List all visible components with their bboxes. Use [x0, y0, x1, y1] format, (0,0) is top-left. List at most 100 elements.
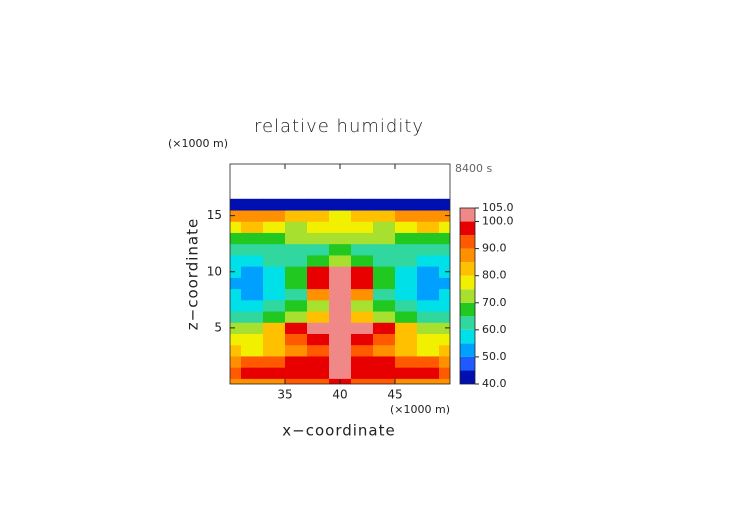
- contour-cell: [417, 333, 440, 346]
- contour-cell: [230, 344, 242, 357]
- contour-cell: [329, 277, 352, 290]
- colorbar-band: [460, 208, 475, 222]
- contour-cell: [373, 311, 396, 323]
- contour-cell: [395, 254, 418, 267]
- contour-cell: [373, 266, 396, 278]
- contour-cell: [373, 210, 396, 222]
- contour-cell: [285, 378, 308, 384]
- contour-cell: [285, 198, 308, 211]
- contour-cell: [395, 311, 418, 323]
- contour-cell: [351, 232, 374, 245]
- contour-cell: [329, 344, 352, 357]
- contour-cell: [439, 322, 450, 334]
- contour-cell: [395, 266, 418, 278]
- colorbar-tick-label: 50.0: [482, 350, 507, 363]
- contour-cell: [417, 288, 440, 301]
- contour-cell: [307, 299, 330, 312]
- contour-cell: [351, 367, 374, 379]
- contour-cell: [241, 299, 264, 312]
- y-unit: (×1000 m): [168, 137, 228, 150]
- contour-cell: [351, 243, 374, 256]
- contour-cell: [439, 378, 450, 384]
- contour-cell: [230, 355, 242, 368]
- contour-cell: [230, 210, 242, 222]
- contour-cell: [395, 344, 418, 357]
- contour-cell: [307, 311, 330, 323]
- contour-cell: [373, 344, 396, 357]
- contour-cell: [417, 277, 440, 290]
- contour-cell: [285, 288, 308, 301]
- contour-cell: [230, 243, 242, 256]
- contour-cell: [373, 254, 396, 267]
- contour-cell: [307, 277, 330, 290]
- colorbar-band: [460, 343, 475, 357]
- contour-cell: [373, 367, 396, 379]
- contour-cell: [241, 378, 264, 384]
- contour-cell: [307, 198, 330, 211]
- colorbar-band: [460, 356, 475, 371]
- contour-cell: [241, 254, 264, 267]
- contour-cell: [373, 355, 396, 368]
- contour-cell: [307, 232, 330, 245]
- contour-cell: [307, 254, 330, 267]
- contour-cell: [329, 322, 352, 334]
- x-axis-label: x−coordinate: [282, 422, 395, 440]
- x-unit: (×1000 m): [390, 403, 450, 416]
- time-label: 8400 s: [455, 162, 492, 175]
- contour-cell: [263, 198, 286, 211]
- contour-cell: [395, 277, 418, 290]
- contour-cell: [351, 254, 374, 267]
- contour-cell: [241, 243, 264, 256]
- contour-cell: [417, 367, 440, 379]
- contour-cell: [439, 266, 450, 278]
- contour-cell: [329, 288, 352, 301]
- contour-cell: [395, 367, 418, 379]
- y-tick-label: 15: [207, 208, 222, 222]
- contour-cell: [439, 288, 450, 301]
- contour-cell: [439, 333, 450, 346]
- contour-cell: [439, 355, 450, 368]
- contour-cell: [329, 266, 352, 278]
- contour-cell: [263, 378, 286, 384]
- contour-cell: [241, 311, 264, 323]
- contour-cell: [417, 355, 440, 368]
- contour-cell: [417, 243, 440, 256]
- contour-cell: [417, 198, 440, 211]
- contour-cell: [417, 266, 440, 278]
- contour-cell: [439, 254, 450, 267]
- colorbar-band: [460, 262, 475, 276]
- contour-cell: [230, 288, 242, 301]
- contour-cell: [351, 266, 374, 278]
- colorbar-tick-label: 105.0: [482, 201, 514, 214]
- contour-cell: [329, 232, 352, 245]
- contour-cell: [285, 221, 308, 233]
- contour-cell: [351, 210, 374, 222]
- contour-cell: [395, 232, 418, 245]
- contour-cell: [307, 210, 330, 222]
- contour-cell: [285, 232, 308, 245]
- contour-cell: [241, 344, 264, 357]
- contour-cell: [329, 355, 352, 368]
- contour-cell: [230, 254, 242, 267]
- contour-cell: [439, 311, 450, 323]
- contour-cell: [351, 355, 374, 368]
- contour-cell: [263, 266, 286, 278]
- contour-cell: [307, 288, 330, 301]
- colorbar-tick-label: 40.0: [482, 377, 507, 390]
- contour-cell: [230, 198, 242, 211]
- contour-cell: [417, 232, 440, 245]
- contour-cell: [351, 288, 374, 301]
- contour-cell: [351, 221, 374, 233]
- contour-cell: [329, 221, 352, 233]
- contour-cell: [439, 210, 450, 222]
- contour-cell: [263, 344, 286, 357]
- contour-cell: [351, 299, 374, 312]
- contour-cell: [241, 210, 264, 222]
- y-tick-label: 5: [214, 320, 222, 334]
- colorbar-tick-label: 60.0: [482, 323, 507, 336]
- contour-cell: [307, 322, 330, 334]
- contour-cell: [285, 243, 308, 256]
- contour-cell: [417, 210, 440, 222]
- contour-cell: [329, 367, 352, 379]
- contour-cell: [241, 221, 264, 233]
